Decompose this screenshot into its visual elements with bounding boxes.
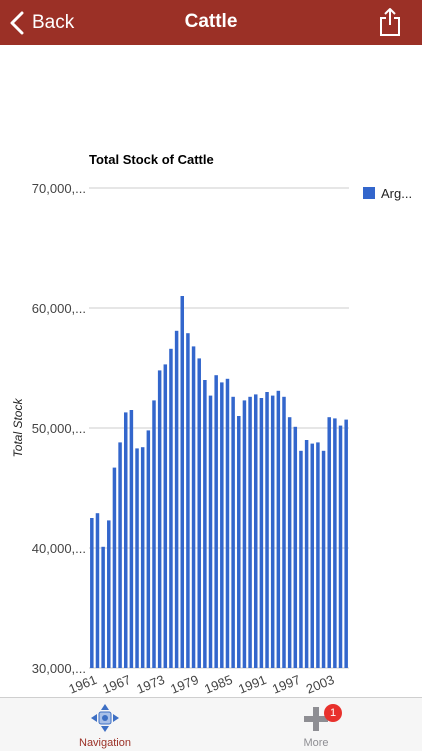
bar-1976[interactable]: [174, 330, 179, 668]
bar-1966[interactable]: [118, 442, 122, 668]
y-axis-title: Total Stock: [11, 398, 25, 458]
bar-1992[interactable]: [265, 392, 269, 668]
y-tick-label: 60,000,...: [32, 301, 86, 316]
y-tick-label: 70,000,...: [32, 181, 86, 196]
y-tick-label: 30,000,...: [32, 661, 86, 676]
chart-area: 30,000,... 40,000,... 50,000,... 60,000,...…: [0, 45, 422, 697]
bar-2000[interactable]: [310, 443, 315, 668]
bar-2003[interactable]: [327, 417, 331, 668]
bar-1979[interactable]: [191, 346, 196, 668]
x-tick-label: 2003: [304, 672, 336, 697]
tab-navigation-label: Navigation: [79, 737, 131, 749]
bar-1998[interactable]: [299, 450, 303, 668]
bar-1967[interactable]: [123, 412, 128, 668]
bar-1995[interactable]: [282, 396, 286, 668]
legend-label[interactable]: Arg...: [381, 186, 412, 201]
bar-1961[interactable]: [90, 518, 94, 668]
bar-1964[interactable]: [107, 520, 111, 668]
bar-chart: 30,000,... 40,000,... 50,000,... 60,000,...…: [11, 152, 412, 697]
legend-swatch: [363, 187, 375, 199]
bar-2004[interactable]: [333, 418, 337, 668]
bar-1963[interactable]: [101, 546, 105, 668]
share-button[interactable]: [378, 7, 402, 37]
bar-1972[interactable]: [152, 400, 156, 668]
tab-navigation[interactable]: Navigation: [55, 698, 155, 751]
bar-1990[interactable]: [253, 394, 258, 668]
notification-badge: 1: [324, 704, 342, 722]
bar-1978[interactable]: [186, 333, 190, 668]
bar-1986[interactable]: [231, 396, 235, 668]
x-tick-label: 1973: [134, 672, 166, 697]
bar-1973[interactable]: [157, 370, 162, 668]
bar-1983[interactable]: [214, 375, 218, 668]
bar-2001[interactable]: [316, 442, 320, 668]
bar-1993[interactable]: [270, 395, 275, 668]
bar-1999[interactable]: [304, 440, 309, 668]
back-button[interactable]: Back: [10, 8, 74, 38]
tab-more-label: More: [303, 737, 329, 749]
navigation-arrows-icon: [91, 704, 119, 732]
bar-1965[interactable]: [112, 467, 117, 668]
share-icon: [380, 8, 400, 36]
chevron-left-icon: [10, 11, 24, 35]
bar-1994[interactable]: [276, 390, 281, 668]
y-tick-label: 50,000,...: [32, 421, 86, 436]
x-tick-label: 1991: [236, 672, 268, 697]
x-tick-label: 1967: [100, 672, 132, 697]
bar-1985[interactable]: [225, 378, 230, 668]
bar-1968[interactable]: [129, 410, 134, 668]
bar-1997[interactable]: [293, 426, 298, 668]
tab-bar: Navigation 1 More: [0, 697, 422, 751]
x-tick-label: 1985: [202, 672, 234, 697]
bar-1975[interactable]: [169, 348, 173, 668]
bar-1991[interactable]: [259, 398, 264, 668]
bar-series: [90, 296, 348, 668]
bar-1970[interactable]: [140, 447, 145, 668]
bar-1984[interactable]: [220, 382, 224, 668]
bar-1981[interactable]: [203, 380, 207, 668]
plus-icon: [304, 707, 328, 731]
bar-1996[interactable]: [287, 417, 292, 668]
bar-1969[interactable]: [135, 448, 139, 668]
bar-1987[interactable]: [237, 416, 241, 668]
bar-1962[interactable]: [95, 513, 100, 668]
navigation-bar: Back Cattle: [0, 0, 422, 45]
y-tick-label: 40,000,...: [32, 541, 86, 556]
bar-1980[interactable]: [197, 358, 201, 668]
bar-2006[interactable]: [344, 419, 348, 668]
bar-2005[interactable]: [338, 425, 343, 668]
chart-title: Total Stock of Cattle: [89, 152, 214, 167]
bar-1971[interactable]: [146, 430, 151, 668]
bar-2002[interactable]: [321, 450, 326, 668]
back-label: Back: [32, 12, 75, 33]
tab-more[interactable]: 1 More: [266, 698, 366, 751]
x-tick-label: 1979: [168, 672, 200, 697]
gridlines: [89, 187, 349, 669]
bar-1989[interactable]: [248, 396, 252, 668]
bar-1982[interactable]: [208, 395, 213, 668]
x-tick-label: 1997: [270, 672, 302, 697]
bar-1977[interactable]: [180, 296, 185, 668]
bar-1974[interactable]: [163, 364, 168, 668]
bar-1988[interactable]: [242, 400, 247, 668]
